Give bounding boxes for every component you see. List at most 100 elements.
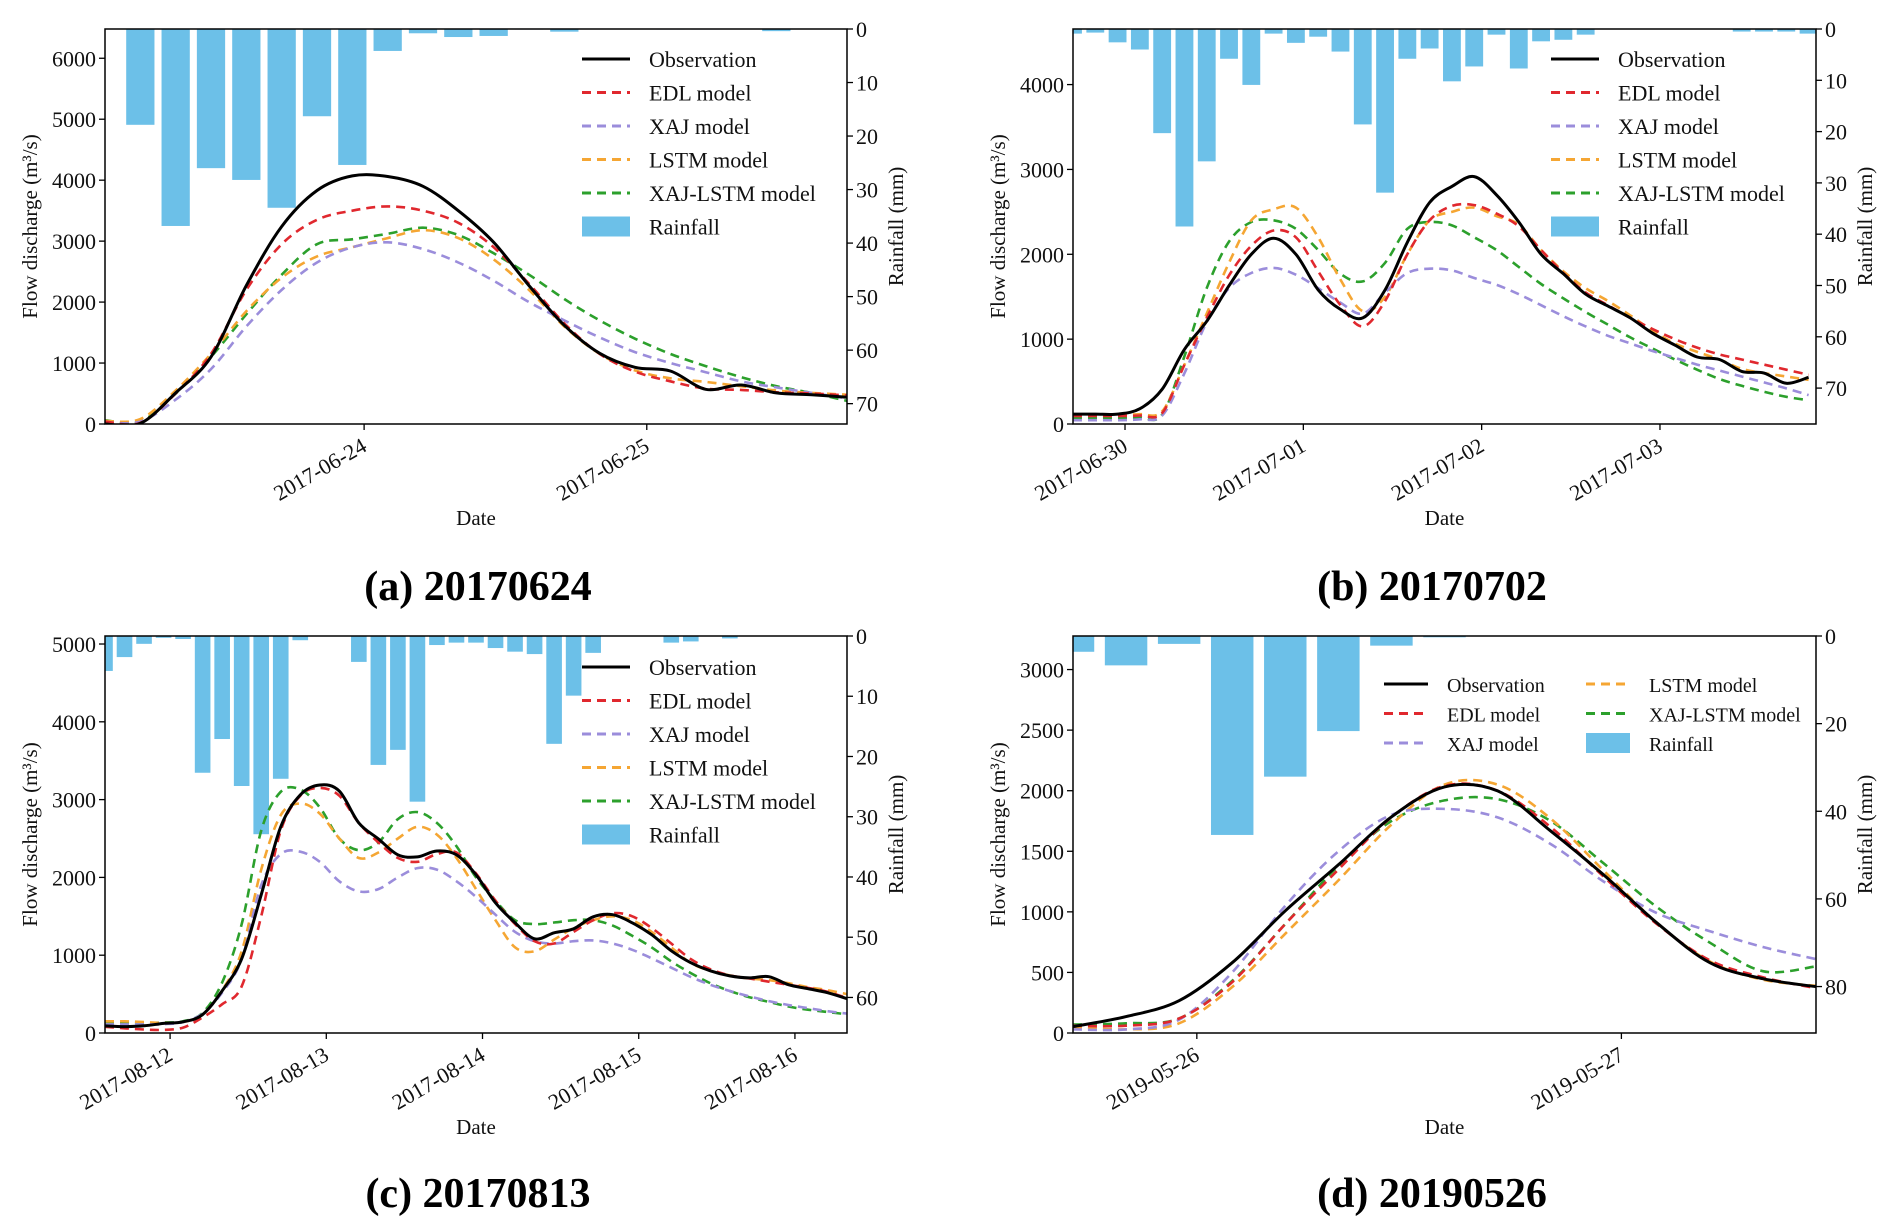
legend-item: Observation (1551, 47, 1726, 72)
series-line-xaj-lstm-model (1073, 218, 1809, 422)
legend-item: EDL model (582, 689, 751, 714)
rainfall-bar (487, 636, 504, 649)
series-line-edl-model (105, 205, 847, 424)
series-line-observation (1073, 782, 1816, 1029)
y2-tick-label: 30 (856, 178, 878, 203)
legend-item: XAJ-LSTM model (582, 789, 816, 814)
legend-item: Rainfall (582, 215, 720, 240)
y-axis-label: Flow discharge (m³/s) (18, 742, 42, 926)
y-tick-label: 0 (85, 412, 96, 437)
rainfall-bar (1487, 29, 1506, 35)
y-tick-label: 6000 (52, 46, 96, 71)
rainfall-bar (253, 636, 270, 835)
legend-item: XAJ-LSTM model (1586, 705, 1801, 727)
y-tick-label: 2500 (1020, 718, 1064, 743)
rainfall-bar (1576, 29, 1595, 35)
legend-label: Observation (1447, 675, 1545, 697)
rainfall-bar (1153, 29, 1172, 134)
series-line-lstm-model (105, 802, 847, 1025)
axes-frame (104, 28, 848, 425)
rainfall-bar (196, 29, 226, 169)
legend-label: EDL model (649, 81, 751, 106)
y2-tick-label: 50 (1825, 273, 1847, 298)
rainfall-bar (408, 29, 438, 34)
rainfall-bar (1777, 29, 1796, 32)
rainfall-bar (1086, 29, 1105, 33)
legend-item: XAJ-LSTM model (1551, 181, 1785, 206)
rainfall-bar (1443, 29, 1461, 82)
y2-tick-label: 40 (856, 865, 878, 890)
y-axis-label: Flow discharge (m³/s) (18, 134, 42, 318)
rainfall-bar (302, 29, 332, 117)
rainfall-bar (194, 636, 211, 773)
subplot-a: 0 1000 2000 3000 4000 5000 6000 0 10 20 30 40 50 60 70… (18, 17, 908, 610)
rainfall-bar (1197, 29, 1216, 162)
subplot-c: 0 1000 2000 3000 4000 5000 0 10 20 30 40 50 60 2017-0… (18, 624, 908, 1217)
y-tick-label: 2000 (52, 865, 96, 890)
rainfall-bar (1220, 29, 1238, 59)
y2-tick-label: 50 (856, 925, 878, 950)
rainfall-bar (1242, 29, 1261, 85)
y2-tick-label: 70 (1825, 376, 1847, 401)
y-tick-label: 3000 (1020, 658, 1064, 683)
legend-label: XAJ model (1447, 734, 1539, 756)
legend-label: EDL model (1447, 705, 1541, 727)
series-line-xaj-lstm-model (105, 785, 847, 1025)
y-tick-label: 5000 (52, 107, 96, 132)
rainfall-bar (351, 636, 367, 662)
rainfall-bar (1175, 29, 1194, 227)
rainfall-bar (1509, 29, 1528, 69)
subplot-title: (b) 20170702 (1317, 564, 1547, 610)
series-line-xaj-lstm-model (105, 226, 847, 424)
rainfall-bar (116, 636, 133, 658)
axes-frame (1072, 28, 1817, 425)
y-tick-label: 2000 (1020, 242, 1064, 267)
y-tick-label: 1000 (1020, 327, 1064, 352)
y2-tick-label: 80 (1825, 975, 1847, 1000)
x-tick-label: 2017-08-13 (231, 1042, 332, 1115)
subplot-b: 0 1000 2000 3000 4000 0 10 20 30 40 50 60 70 2017-06-… (986, 17, 1877, 610)
rainfall-bar (1264, 29, 1283, 34)
legend: Observation EDL model XAJ model LSTM model X… (582, 47, 816, 240)
rainfall-bar (448, 636, 465, 643)
series-line-edl-model (1073, 782, 1816, 1028)
rainfall-bar (444, 29, 473, 38)
legend-label: EDL model (1618, 81, 1720, 106)
legend-label: XAJ-LSTM model (1618, 181, 1785, 206)
subplot-title: (d) 20190526 (1317, 1171, 1547, 1217)
series-line-lstm-model (1073, 778, 1816, 1031)
rainfall-bar (762, 29, 791, 32)
y2-tick-label: 0 (856, 17, 867, 42)
legend-label: Observation (649, 655, 757, 680)
y2-tick-label: 60 (1825, 325, 1847, 350)
rainfall-bar (1264, 636, 1307, 777)
x-tick-label: 2019-05-26 (1102, 1042, 1203, 1115)
y2-tick-label: 40 (856, 231, 878, 256)
legend: Observation EDL model XAJ model LSTM model X… (582, 655, 816, 848)
rainfall-bar (1104, 636, 1148, 666)
legend-label: XAJ model (649, 722, 750, 747)
legend-label: EDL model (649, 689, 751, 714)
y2-axis-label: Rainfall (mm) (884, 167, 908, 287)
rainfall-bar (526, 636, 543, 655)
rainfall-bar (722, 636, 738, 639)
y2-tick-label: 60 (1825, 887, 1847, 912)
legend-item: Observation (582, 47, 757, 72)
x-tick-label: 2017-07-01 (1208, 433, 1309, 506)
x-axis-label: Date (1425, 506, 1465, 530)
y2-axis-label: Rainfall (mm) (884, 775, 908, 895)
x-tick-label: 2017-08-12 (75, 1042, 176, 1115)
y-tick-label: 0 (1053, 412, 1064, 437)
rainfall-bar (546, 636, 562, 744)
y-axis-label: Flow discharge (m³/s) (986, 742, 1010, 926)
legend-swatch (582, 216, 630, 237)
y2-tick-label: 0 (1825, 17, 1836, 42)
rainfall-bar (1532, 29, 1551, 42)
rainfall-bar (663, 636, 680, 643)
legend-item: Observation (1384, 675, 1545, 697)
rainfall-bar (155, 636, 172, 638)
rainfall-bar (390, 636, 406, 750)
rainfall-bar (292, 636, 309, 641)
y-tick-label: 1000 (1020, 900, 1064, 925)
